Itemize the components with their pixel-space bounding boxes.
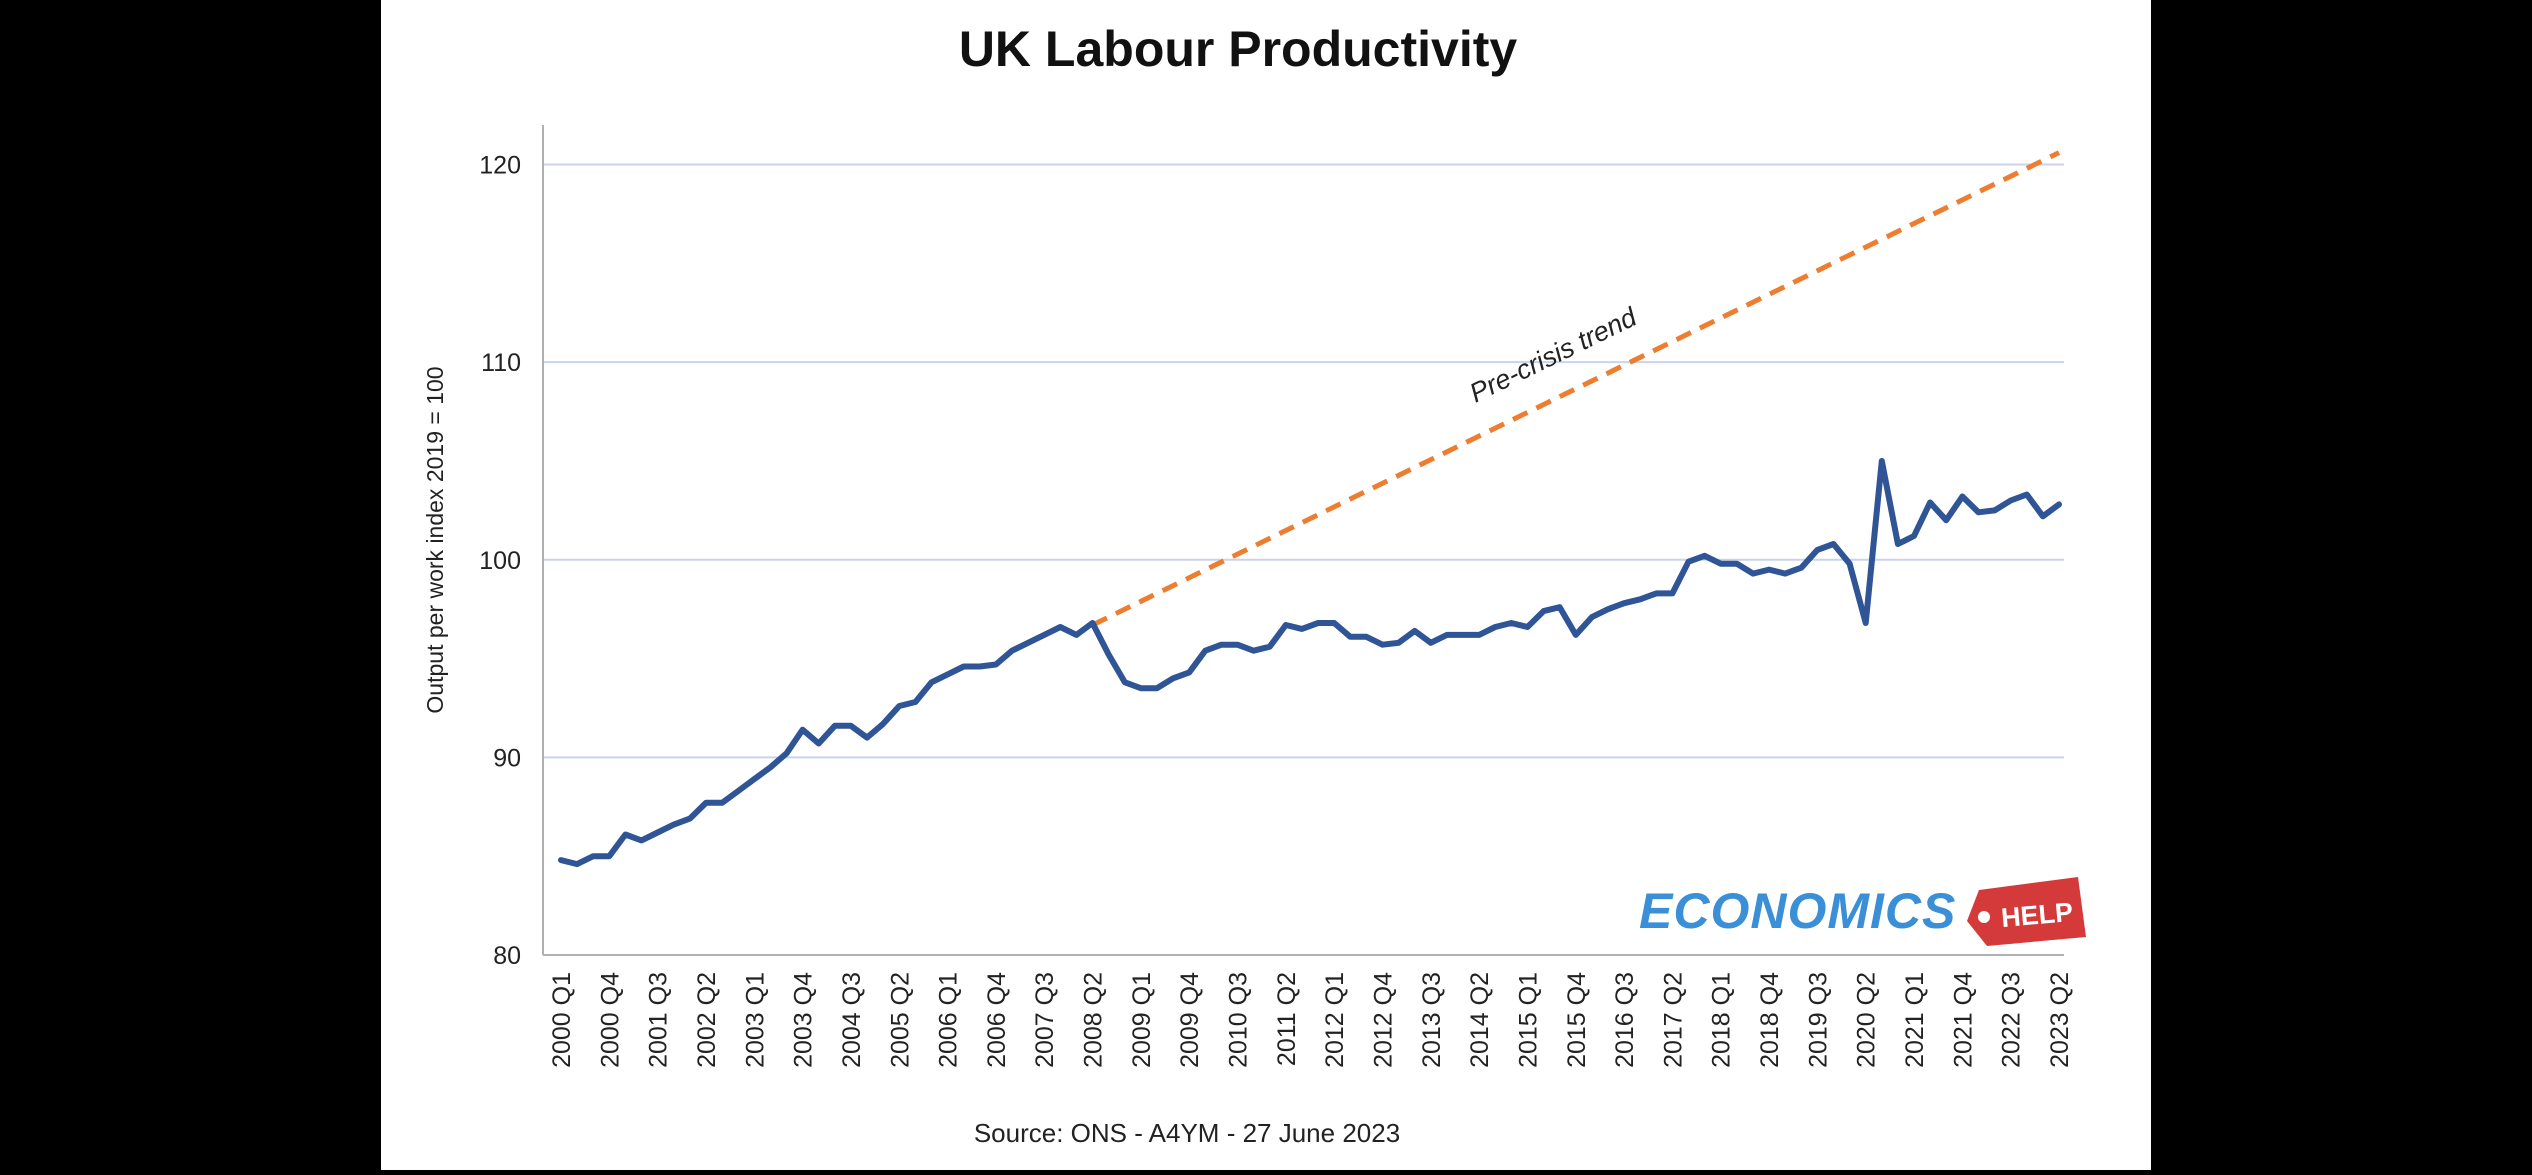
x-tick-label: 2011 Q2 [1273, 972, 1301, 1066]
x-tick-label: 2005 Q2 [886, 972, 914, 1068]
x-tick-label: 2009 Q4 [1176, 972, 1204, 1068]
x-tick-label: 2001 Q3 [645, 972, 673, 1068]
line-chart: UK Labour Productivity 80 90 100 110 120 200… [422, 21, 2086, 1148]
x-tick-label: 2010 Q3 [1225, 972, 1253, 1068]
y-tick-label: 120 [479, 152, 521, 180]
logo-tag-shape [1967, 877, 2086, 946]
x-tick-label: 2012 Q1 [1321, 972, 1349, 1068]
x-tick-label: 2017 Q2 [1659, 972, 1687, 1068]
x-tick-label: 2012 Q4 [1369, 972, 1397, 1068]
x-tick-label: 2000 Q1 [548, 972, 576, 1068]
x-tick-label: 2020 Q2 [1853, 972, 1881, 1068]
y-tick-label: 90 [493, 744, 521, 772]
x-tick-label: 2021 Q1 [1901, 972, 1929, 1068]
x-tick-label: 2019 Q3 [1804, 972, 1832, 1068]
x-tick-label: 2007 Q3 [1031, 972, 1059, 1068]
x-tick-label: 2003 Q1 [741, 972, 769, 1068]
trend-annotation: Pre-crisis trend [1465, 301, 1642, 408]
x-tick-label: 2023 Q2 [2046, 972, 2074, 1068]
x-tick-label: 2004 Q3 [838, 972, 866, 1068]
economics-help-logo: ECONOMICS HELP [1639, 877, 2086, 946]
x-tick-label: 2013 Q3 [1418, 972, 1446, 1068]
x-tick-label: 2015 Q4 [1563, 972, 1591, 1068]
x-tick-label: 2014 Q2 [1466, 972, 1494, 1068]
x-tick-label: 2015 Q1 [1514, 972, 1542, 1068]
x-tick-label: 2002 Q2 [693, 972, 721, 1068]
chart-source: Source: ONS - A4YM - 27 June 2023 [974, 1118, 1400, 1148]
y-tick-labels: 80 90 100 110 120 [479, 152, 521, 970]
x-tick-label: 2003 Q4 [790, 972, 818, 1068]
logo-tag-hole [1978, 911, 1990, 923]
x-tick-label: 2021 Q4 [1949, 972, 1977, 1068]
x-tick-label: 2006 Q4 [983, 972, 1011, 1068]
y-tick-label: 80 [493, 942, 521, 970]
chart-title: UK Labour Productivity [959, 21, 1518, 77]
x-tick-label: 2000 Q4 [596, 972, 624, 1068]
x-tick-label: 2008 Q2 [1080, 972, 1108, 1068]
series-line-productivity [558, 458, 2062, 868]
x-tick-label: 2006 Q1 [935, 972, 963, 1068]
chart-panel: UK Labour Productivity 80 90 100 110 120 200… [381, 0, 2151, 1170]
x-tick-label: 2018 Q1 [1708, 972, 1736, 1068]
series-line-pre-crisis-trend [1091, 150, 2061, 628]
x-tick-label: 2009 Q1 [1128, 972, 1156, 1068]
y-tick-label: 100 [479, 547, 521, 575]
x-tick-label: 2022 Q3 [1998, 972, 2026, 1068]
series-layer [558, 150, 2062, 868]
x-tick-label: 2018 Q4 [1756, 972, 1784, 1068]
gridlines [543, 163, 2064, 759]
logo-tag-text: HELP [2000, 897, 2074, 933]
x-tick-label: 2016 Q3 [1611, 972, 1639, 1068]
y-axis-label: Output per work index 2019 = 100 [422, 366, 448, 713]
x-tick-labels: 2000 Q1 2000 Q4 2001 Q3 2002 Q2 2003 Q1 2003 … [548, 972, 2074, 1068]
y-tick-label: 110 [481, 349, 521, 377]
logo-word: ECONOMICS [1639, 883, 1956, 939]
